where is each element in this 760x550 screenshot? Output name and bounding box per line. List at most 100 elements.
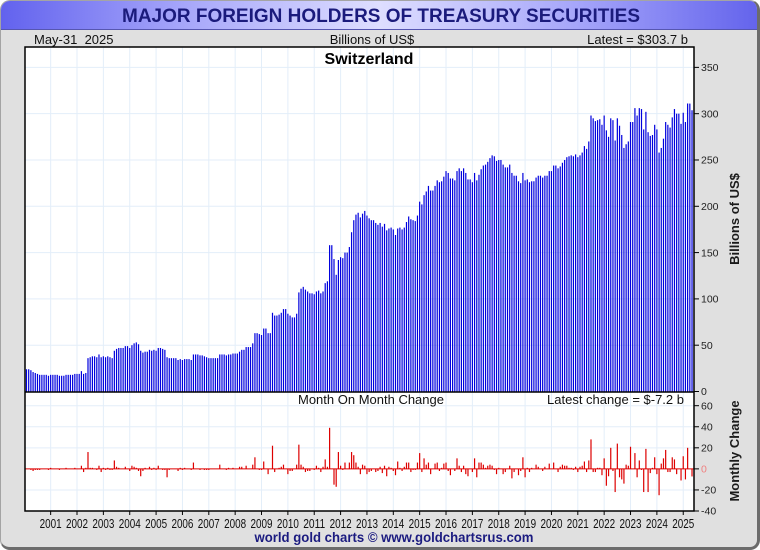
x-tick-label: 2001 — [40, 516, 62, 531]
holdings-bar — [197, 354, 199, 392]
holdings-bar — [526, 179, 528, 392]
holdings-bar — [689, 103, 691, 392]
change-bar — [298, 444, 300, 469]
holdings-bar — [528, 182, 531, 392]
holdings-bar — [199, 355, 201, 392]
holdings-bar — [140, 350, 142, 392]
holdings-bar — [355, 214, 357, 392]
holdings-bar — [372, 220, 375, 392]
change-bar — [282, 464, 285, 469]
holdings-bar — [192, 354, 195, 392]
change-bar — [320, 468, 322, 473]
change-bar — [531, 467, 533, 469]
change-bar — [232, 467, 234, 469]
holdings-bar — [32, 372, 34, 392]
y-tick-label: -20 — [701, 485, 716, 497]
change-bar — [585, 468, 588, 473]
holdings-bar — [45, 374, 47, 392]
holdings-bar — [473, 172, 476, 392]
change-bar — [368, 468, 370, 473]
change-bar — [135, 467, 137, 469]
holdings-bar — [621, 134, 623, 392]
holdings-bar — [425, 191, 427, 392]
holdings-bar — [296, 313, 298, 392]
holdings-bar — [482, 165, 484, 392]
holdings-bar — [456, 171, 458, 392]
holdings-bar — [649, 135, 651, 392]
holdings-bar — [441, 181, 443, 392]
change-bar — [629, 446, 632, 469]
change-bar — [522, 457, 524, 469]
holdings-bar — [522, 172, 524, 392]
holdings-bar — [304, 289, 307, 392]
change-bar — [83, 468, 85, 473]
change-bar — [370, 468, 372, 471]
holdings-bar — [447, 172, 449, 392]
change-bar — [465, 468, 467, 475]
y-tick-label: 300 — [701, 108, 719, 120]
holdings-bar — [80, 371, 83, 392]
change-bar — [553, 462, 555, 469]
change-bar — [263, 461, 265, 469]
title-bar — [1, 1, 757, 30]
change-bar — [441, 467, 443, 469]
change-bar — [148, 466, 151, 469]
x-tick-label: 2022 — [593, 516, 615, 531]
change-bar — [366, 468, 368, 475]
change-bar — [596, 467, 599, 469]
holdings-bar — [629, 122, 632, 392]
change-bar — [100, 468, 102, 473]
holdings-bar — [647, 132, 649, 392]
change-bar — [449, 468, 452, 476]
holdings-bar — [339, 257, 342, 392]
change-bar — [605, 468, 607, 486]
change-bar — [348, 462, 350, 469]
change-bar — [504, 468, 506, 473]
holdings-bar — [93, 356, 96, 392]
change-bar — [403, 466, 405, 469]
change-bar — [564, 465, 566, 469]
change-bar — [258, 468, 260, 470]
holdings-bar — [34, 372, 36, 392]
change-bar — [98, 465, 100, 469]
holdings-bar — [465, 172, 467, 392]
holdings-bar — [282, 309, 285, 392]
change-bar — [390, 467, 392, 469]
holdings-bar — [603, 115, 605, 392]
x-tick-label: 2009 — [251, 516, 273, 531]
holdings-bar — [548, 171, 550, 392]
change-bar — [625, 464, 627, 469]
holdings-bar — [575, 154, 577, 392]
change-bar — [667, 468, 669, 473]
change-bar — [416, 462, 419, 469]
holdings-bar — [122, 347, 124, 392]
holdings-bar — [111, 358, 113, 392]
holdings-bar — [335, 274, 337, 392]
holdings-bar — [500, 159, 502, 392]
holdings-bar — [588, 141, 590, 392]
change-bar — [225, 468, 227, 470]
change-bar — [445, 462, 447, 469]
change-bar — [682, 456, 684, 469]
holdings-bar — [594, 121, 596, 392]
change-bar — [603, 458, 605, 469]
holdings-bar — [632, 122, 634, 392]
change-bar — [151, 468, 153, 470]
holdings-bar — [104, 357, 107, 392]
change-bar — [208, 468, 210, 470]
holdings-bar — [458, 168, 460, 392]
change-bar — [32, 468, 34, 471]
holdings-bar — [381, 226, 383, 392]
holdings-bar — [555, 165, 557, 392]
y-tick-label: 50 — [701, 340, 713, 352]
x-tick-label: 2010 — [277, 516, 299, 531]
change-bar — [421, 468, 423, 473]
change-bar — [177, 468, 179, 471]
change-bar — [164, 468, 166, 470]
holdings-bar — [405, 222, 408, 392]
change-bar — [192, 462, 195, 469]
plot-frame — [24, 46, 695, 512]
change-bar — [579, 466, 581, 469]
holdings-bar — [214, 358, 216, 392]
y-tick-label: 350 — [701, 62, 719, 74]
